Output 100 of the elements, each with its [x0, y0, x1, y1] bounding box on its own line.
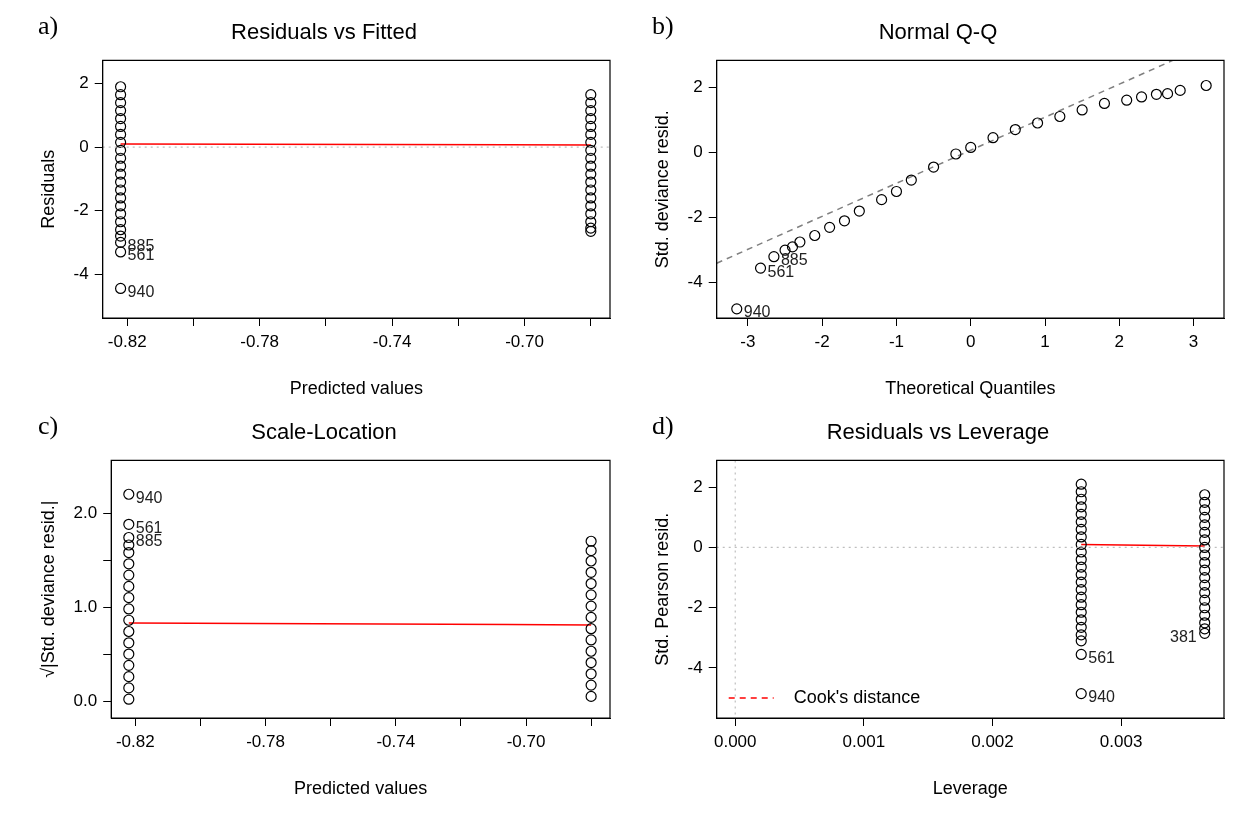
point	[890, 185, 903, 198]
y-tick-label: 2	[693, 476, 703, 496]
point	[585, 656, 597, 669]
point	[585, 200, 597, 212]
point	[1075, 688, 1087, 700]
point	[1161, 88, 1174, 100]
point	[1075, 486, 1087, 498]
x-tick-label: -1	[888, 331, 905, 351]
y-axis-title: Residuals	[37, 149, 58, 229]
point	[838, 215, 851, 227]
point	[585, 144, 597, 156]
y-tick-label: 0.0	[73, 690, 98, 710]
annotation: 940	[1088, 688, 1116, 705]
point	[1199, 564, 1211, 576]
point	[585, 184, 597, 196]
point	[585, 152, 597, 164]
y-tick-label: -4	[687, 657, 703, 677]
point	[1075, 648, 1087, 661]
point	[1075, 606, 1087, 618]
point	[1199, 556, 1211, 569]
point	[1199, 511, 1211, 523]
point	[1199, 587, 1211, 599]
point	[123, 569, 135, 581]
point	[927, 161, 940, 173]
annotation: 940	[135, 488, 163, 506]
point	[1199, 609, 1211, 621]
annotation: 561	[1088, 648, 1116, 666]
point	[585, 535, 597, 547]
x-tick-label: 0.003	[1099, 731, 1143, 751]
point	[1199, 519, 1211, 531]
x-tick-label: 1	[1040, 331, 1050, 351]
point	[1075, 553, 1087, 566]
point	[1075, 538, 1087, 551]
point	[115, 246, 127, 258]
point	[585, 577, 597, 590]
point	[585, 566, 597, 578]
text: d)	[652, 410, 674, 440]
point	[1199, 496, 1211, 508]
y-tick-label: 2	[79, 73, 89, 93]
x-axis-title: Leverage	[932, 778, 1008, 799]
x-tick-label: 0.000	[713, 731, 757, 751]
point	[1075, 568, 1087, 581]
point	[123, 539, 135, 551]
point	[824, 221, 836, 233]
x-tick-label: -3	[740, 331, 756, 351]
x-tick-label: 0	[965, 331, 976, 351]
point	[115, 200, 127, 212]
point	[1075, 531, 1087, 543]
point	[876, 194, 888, 206]
point	[1075, 614, 1087, 626]
point	[585, 136, 597, 148]
point	[115, 112, 127, 125]
point	[1199, 541, 1211, 554]
point	[1031, 117, 1044, 129]
point	[768, 251, 780, 263]
y-axis-title: Std. deviance resid.	[651, 110, 672, 269]
point	[115, 97, 127, 109]
point	[123, 580, 135, 592]
point	[115, 184, 127, 196]
point	[115, 236, 127, 248]
point	[1075, 621, 1087, 633]
point	[585, 690, 597, 702]
text: a)	[38, 10, 59, 40]
point	[585, 600, 597, 612]
point	[115, 152, 127, 164]
point	[585, 120, 597, 133]
point	[585, 176, 597, 188]
point	[115, 89, 127, 101]
point	[585, 679, 597, 691]
chart-title: Normal Q-Q	[878, 19, 998, 45]
y-tick-label: -4	[73, 263, 89, 283]
point	[1075, 599, 1087, 611]
x-tick-label: 3	[1188, 331, 1199, 351]
point	[123, 637, 135, 649]
point	[585, 104, 597, 117]
point	[853, 205, 865, 217]
annotation: 940	[127, 282, 155, 300]
point	[585, 668, 597, 680]
point	[123, 603, 135, 615]
chart-title: Residuals vs Leverage	[826, 419, 1050, 445]
point	[115, 144, 127, 156]
x-tick-label: -0.82	[115, 731, 155, 751]
point	[794, 236, 806, 248]
point	[809, 229, 821, 242]
point	[115, 160, 127, 172]
point	[123, 625, 135, 638]
x-tick-label: -0.70	[506, 731, 546, 751]
x-tick-label: 0.002	[971, 731, 1014, 751]
point	[1199, 617, 1211, 629]
point	[115, 81, 127, 93]
point	[585, 545, 597, 557]
point	[115, 136, 127, 148]
point	[1075, 501, 1087, 513]
point	[1135, 91, 1148, 103]
text: c)	[38, 410, 59, 440]
annotation: 381	[1170, 627, 1197, 645]
x-tick-label: -0.82	[107, 331, 147, 351]
annotation: 940	[743, 303, 771, 321]
x-axis-title: Predicted values	[289, 378, 423, 399]
point	[1199, 579, 1211, 591]
